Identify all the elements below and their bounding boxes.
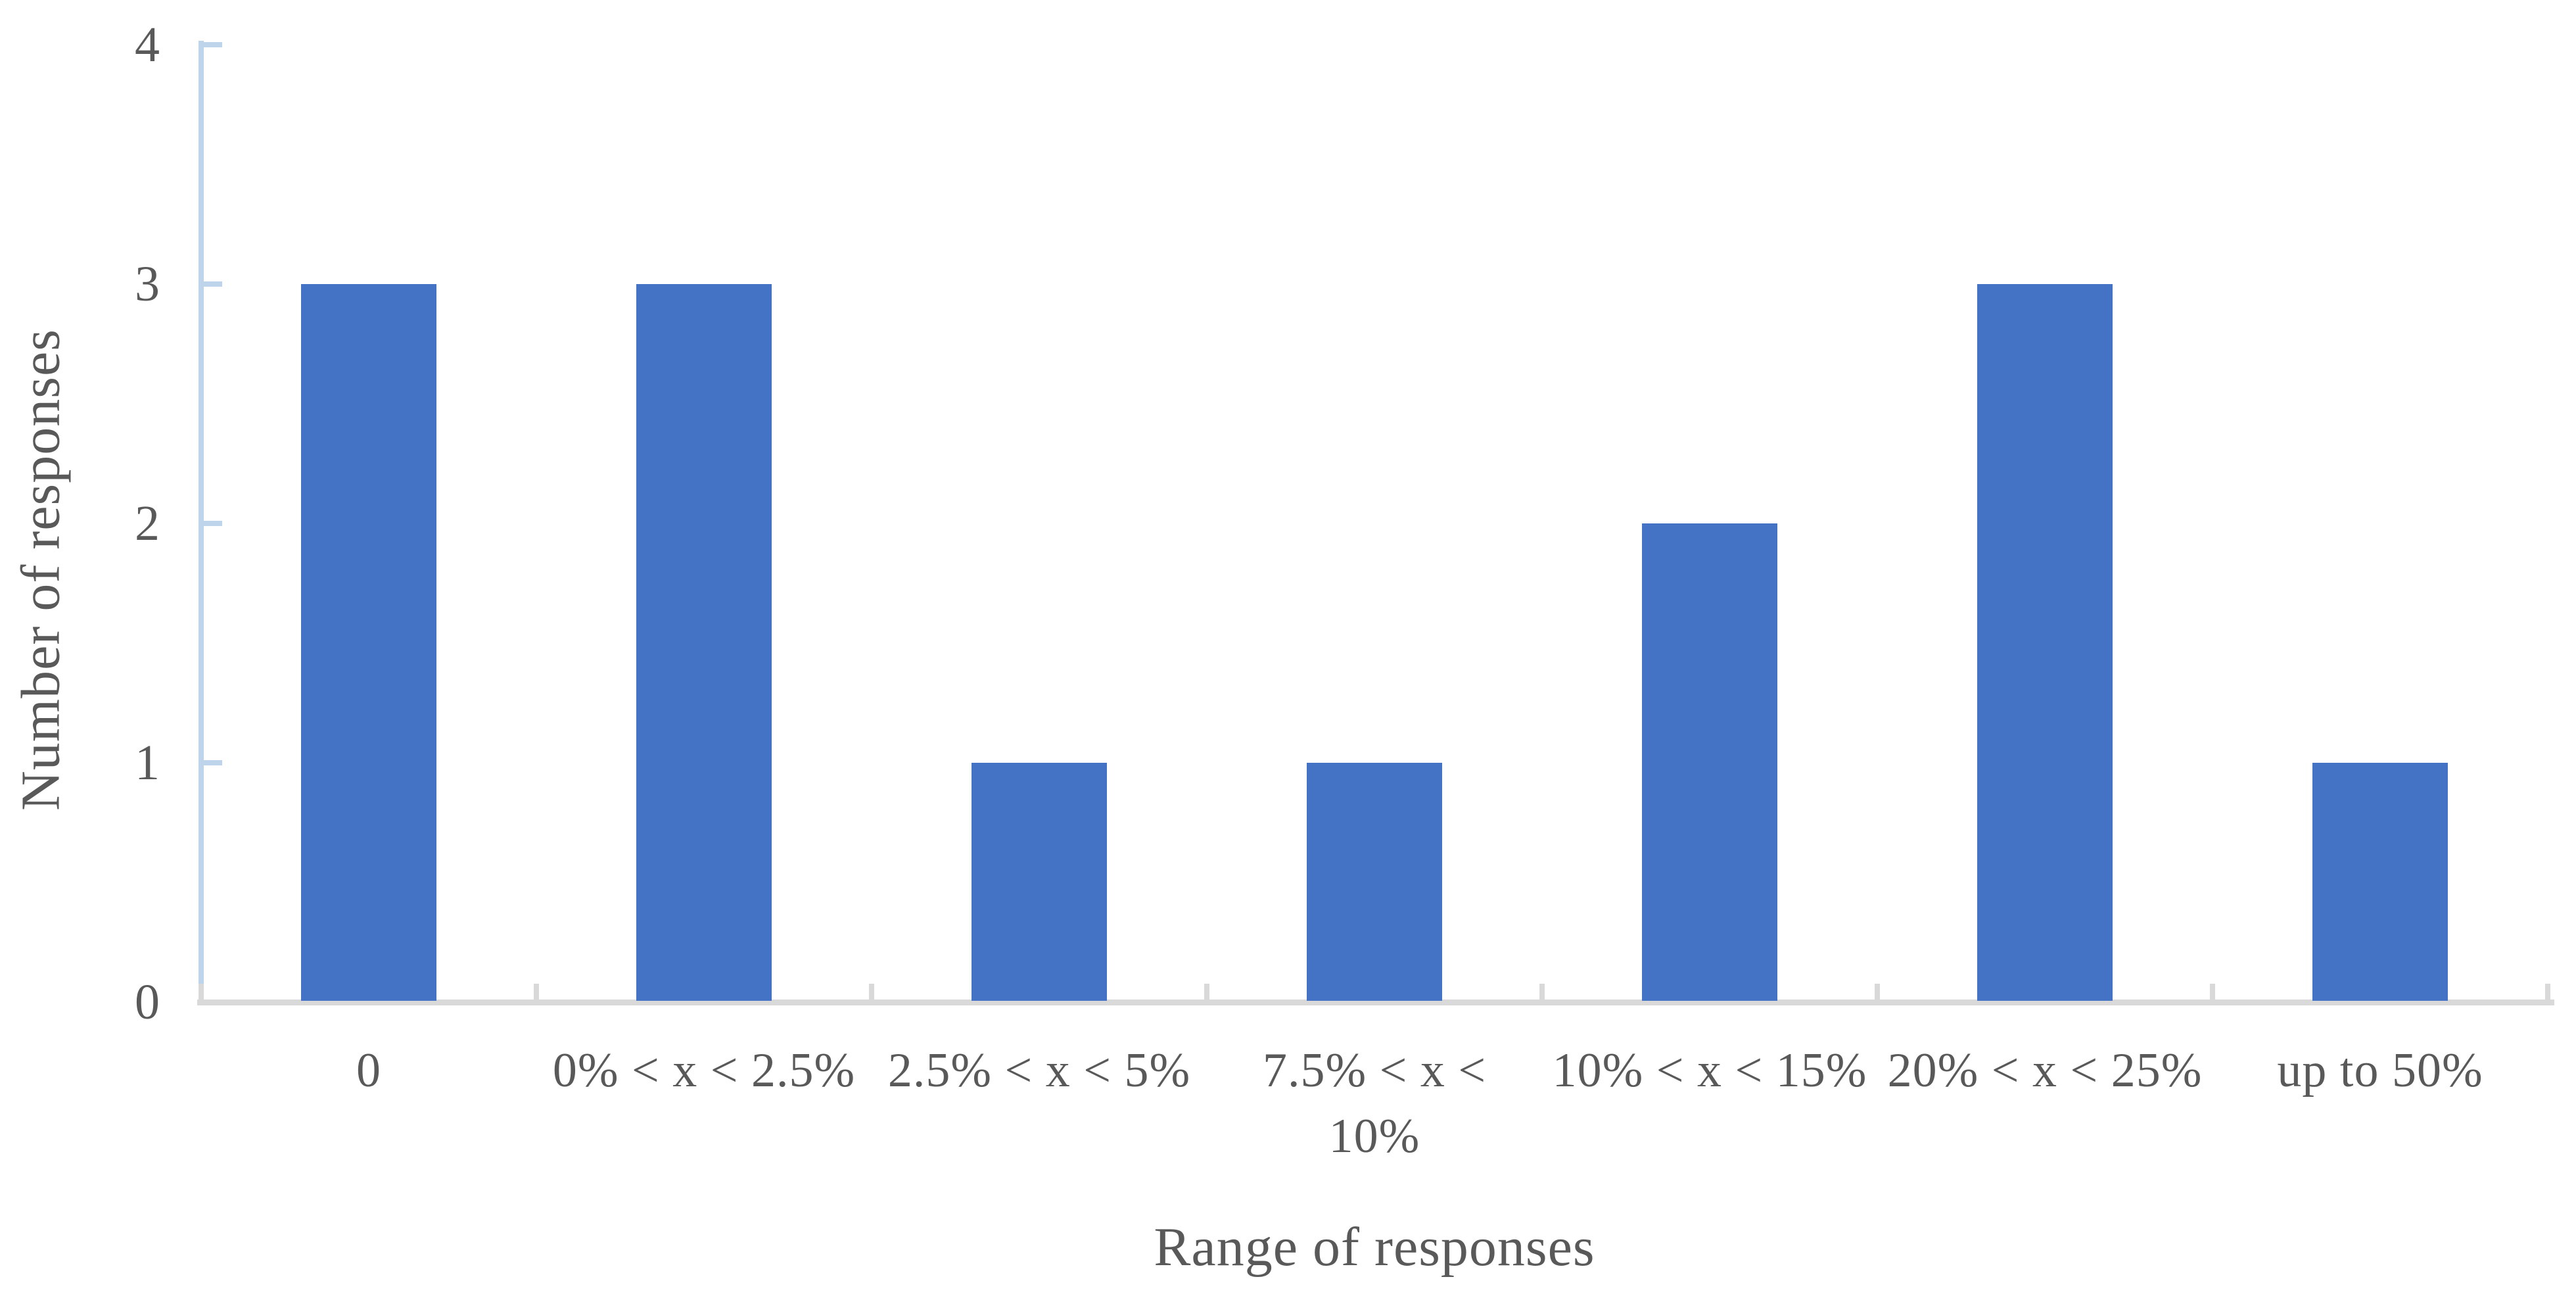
x-tick-label: 20% < x < 25% [1887, 1044, 2203, 1097]
y-tick-label: 4 [135, 17, 160, 72]
bar [301, 284, 436, 1001]
y-axis-line [199, 41, 204, 1005]
x-tick-mark [199, 984, 204, 1001]
x-tick-label: up to 50% [2277, 1044, 2483, 1097]
x-tick-mark [1204, 984, 1209, 1001]
x-tick-mark [2545, 984, 2550, 1001]
bar [1977, 284, 2113, 1001]
x-tick-label: 10% < x < 15% [1552, 1044, 1867, 1097]
x-tick-mark [534, 984, 539, 1001]
x-axis-line [197, 999, 2554, 1005]
x-tick-mark [2210, 984, 2215, 1001]
x-tick-label: 7.5% < x < 10% [1262, 1044, 1487, 1163]
x-tick-label: 2.5% < x < 5% [887, 1044, 1191, 1097]
y-tick-label: 3 [135, 256, 160, 312]
y-tick-label: 2 [135, 496, 160, 551]
x-tick-mark [1539, 984, 1545, 1001]
x-tick-mark [869, 984, 874, 1001]
x-tick-mark [1875, 984, 1880, 1001]
y-tick-mark [204, 42, 222, 47]
x-tick-label: 0% < x < 2.5% [552, 1044, 856, 1097]
x-tick-label: 0 [356, 1044, 381, 1097]
bar [2312, 763, 2448, 1001]
y-tick-mark [204, 760, 222, 765]
y-tick-mark [204, 281, 222, 287]
bar [636, 284, 772, 1001]
bar [1642, 523, 1777, 1001]
y-tick-mark [204, 521, 222, 526]
y-tick-label: 1 [135, 735, 160, 790]
y-axis-title: Number of responses [10, 329, 72, 811]
bar [1307, 763, 1442, 1001]
x-axis-title: Range of responses [1154, 1216, 1595, 1278]
bar [972, 763, 1107, 1001]
y-tick-label: 0 [135, 975, 160, 1030]
